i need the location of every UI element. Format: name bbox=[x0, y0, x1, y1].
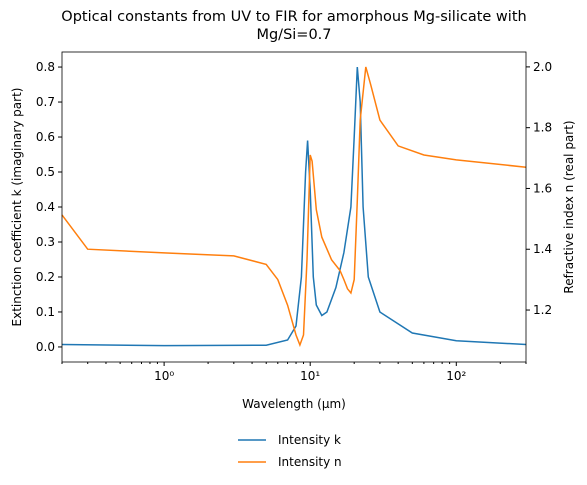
y-tick-label: 0.5 bbox=[36, 165, 55, 179]
y-tick-label: 0.6 bbox=[36, 130, 55, 144]
y-tick-label: 0.4 bbox=[36, 200, 55, 214]
y2-tick-label: 1.6 bbox=[533, 181, 552, 195]
x-tick-label: 10² bbox=[446, 369, 466, 383]
x-axis-label: Wavelength (μm) bbox=[242, 397, 346, 411]
y2-tick-label: 2.0 bbox=[533, 60, 552, 74]
plot-frame bbox=[61, 51, 527, 363]
y-axis-label: Extinction coefficient k (imaginary part… bbox=[10, 88, 24, 327]
y2-tick-label: 1.2 bbox=[533, 303, 552, 317]
line-series bbox=[61, 66, 527, 348]
y2-axis-label: Refractive index n (real part) bbox=[562, 120, 576, 293]
y-tick-label: 0.0 bbox=[36, 340, 55, 354]
y-tick-label: 0.3 bbox=[36, 235, 55, 249]
y-tick-label: 0.2 bbox=[36, 270, 55, 284]
legend-label: Intensity k bbox=[278, 433, 341, 447]
y2-tick-label: 1.8 bbox=[533, 121, 552, 135]
x-tick-label: 10¹ bbox=[300, 369, 320, 383]
y-tick-label: 0.1 bbox=[36, 305, 55, 319]
y2-tick-label: 1.4 bbox=[533, 242, 552, 256]
y-tick-label: 0.8 bbox=[36, 60, 55, 74]
line-series bbox=[61, 66, 527, 347]
y-tick-label: 0.7 bbox=[36, 95, 55, 109]
x-tick-label: 10⁰ bbox=[154, 369, 174, 383]
chart-title: Optical constants from UV to FIR for amo… bbox=[61, 9, 527, 43]
legend-label: Intensity n bbox=[278, 455, 342, 469]
